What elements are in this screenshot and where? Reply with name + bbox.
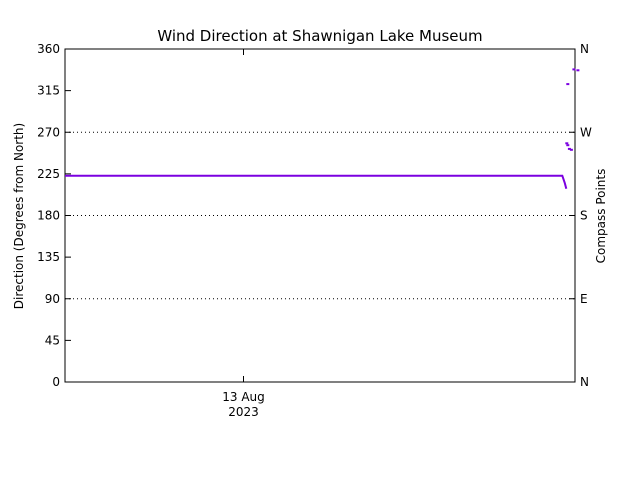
series-point xyxy=(567,147,571,150)
y2-tick-label: N xyxy=(580,375,589,389)
chart-title: Wind Direction at Shawnigan Lake Museum xyxy=(157,27,482,45)
y2-tick-label: S xyxy=(580,209,588,223)
series-point xyxy=(576,69,580,72)
series-line xyxy=(65,174,568,189)
series-point xyxy=(569,148,573,151)
y2-tick-label: W xyxy=(580,125,592,139)
y-tick-label: 225 xyxy=(37,167,60,181)
x-tick-sublabel: 2023 xyxy=(228,405,259,419)
series-point xyxy=(565,142,569,145)
y-tick-label: 0 xyxy=(52,375,60,389)
y2-tick-label: E xyxy=(580,292,588,306)
series-point xyxy=(566,83,570,86)
y-tick-label: 90 xyxy=(45,292,60,306)
y-tick-label: 135 xyxy=(37,250,60,264)
y-tick-label: 45 xyxy=(45,333,60,347)
y-tick-label: 270 xyxy=(37,125,60,139)
y-tick-label: 360 xyxy=(37,42,60,56)
y-tick-label: 180 xyxy=(37,209,60,223)
grid-lines xyxy=(65,131,575,300)
y-tick-label: 315 xyxy=(37,84,60,98)
x-tick-label: 13 Aug xyxy=(222,390,265,404)
series-point xyxy=(566,144,570,147)
y2-axis-ticks: N E S W N xyxy=(569,42,592,389)
y2-axis-label: Compass Points xyxy=(594,169,608,264)
y-axis-label: Direction (Degrees from North) xyxy=(12,123,26,309)
y2-tick-label: N xyxy=(580,42,589,56)
y-axis-ticks: 0 45 90 135 180 225 270 315 360 xyxy=(37,42,71,389)
series-layer xyxy=(65,68,580,189)
series-point xyxy=(572,68,576,71)
